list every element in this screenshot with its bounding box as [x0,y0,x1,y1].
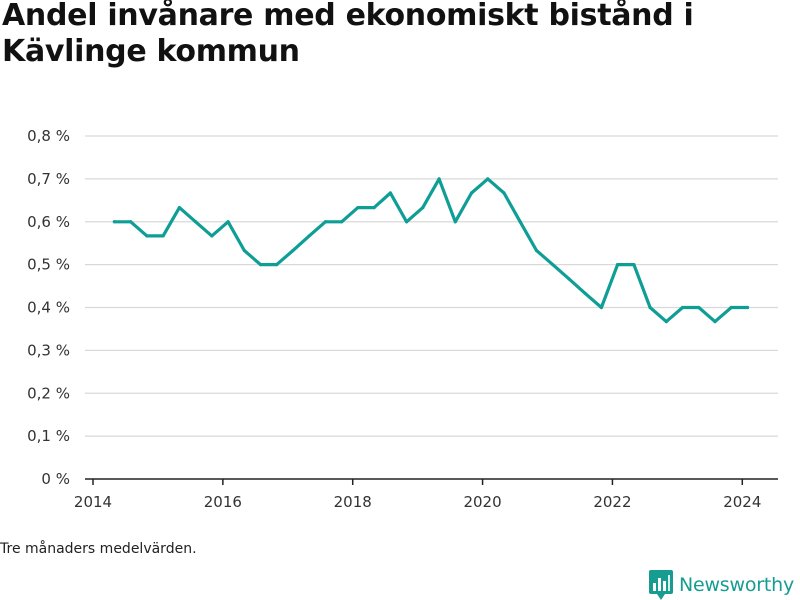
data-point [291,248,295,253]
data-point [323,220,328,224]
data-point [421,206,425,210]
data-point [275,263,279,267]
data-point [388,191,392,195]
data-point [664,320,668,324]
x-tick-label: 2020 [463,493,501,511]
brand-name: Newsworthy [678,574,794,596]
chart-title: Andel invånare med ekonomiskt bistånd i … [2,0,694,69]
y-tick-label: 0,6 % [27,213,70,231]
data-point [437,177,441,181]
y-tick-label: 0,8 % [27,127,70,145]
data-point [648,305,652,310]
data-point [307,234,311,238]
x-tick-label: 2018 [334,493,372,511]
y-tick-label: 0,7 % [27,170,70,188]
data-point [372,206,376,210]
data-point [469,191,474,195]
data-point [242,248,246,253]
data-point [680,305,685,310]
data-point [210,234,214,238]
series-group [112,177,750,324]
x-tick-label: 2016 [204,493,242,511]
data-point [502,191,506,195]
x-axis: 2014 2016 2018 2020 2022 2024 [74,478,778,511]
newsworthy-logo-icon [648,570,673,600]
data-point [129,220,133,224]
data-point [405,220,409,224]
gridlines [85,135,778,437]
x-tick-label: 2024 [723,493,761,511]
y-tick-label: 0 % [41,470,70,488]
y-tick-label: 0,1 % [27,427,70,445]
data-point [161,234,165,238]
data-point [713,320,717,324]
data-point [258,263,263,267]
data-point [518,220,522,224]
y-tick-label: 0,5 % [27,256,70,274]
footnote: Tre månaders medelvärden. [0,541,197,557]
data-point [745,305,750,310]
data-point [697,305,701,310]
data-point [567,277,571,281]
y-tick-label: 0,2 % [27,384,70,402]
data-point [356,206,360,210]
data-point [729,305,733,310]
data-point [599,305,603,310]
data-point [340,220,344,224]
data-point [534,248,539,253]
data-point [486,177,490,181]
data-point [112,220,117,224]
y-tick-label: 0,3 % [27,341,70,359]
data-point [177,206,181,210]
data-point [145,234,149,238]
data-point [193,220,198,224]
data-point [583,291,587,295]
line-chart: 0 % 0,1 % 0,2 % 0,3 % 0,4 % 0,5 % 0,6 % 0,7 % 0,… [27,127,778,511]
data-point [226,220,230,224]
y-axis: 0 % 0,1 % 0,2 % 0,3 % 0,4 % 0,5 % 0,6 % 0,7 % 0,… [27,127,70,488]
data-point [616,263,620,267]
brand[interactable]: Newsworthy [648,570,794,600]
data-point [551,263,555,267]
x-tick-label: 2014 [74,493,112,511]
series-line [112,177,750,324]
data-point [632,263,636,267]
data-point [453,220,457,224]
y-tick-label: 0,4 % [27,299,70,317]
x-tick-label: 2022 [593,493,631,511]
